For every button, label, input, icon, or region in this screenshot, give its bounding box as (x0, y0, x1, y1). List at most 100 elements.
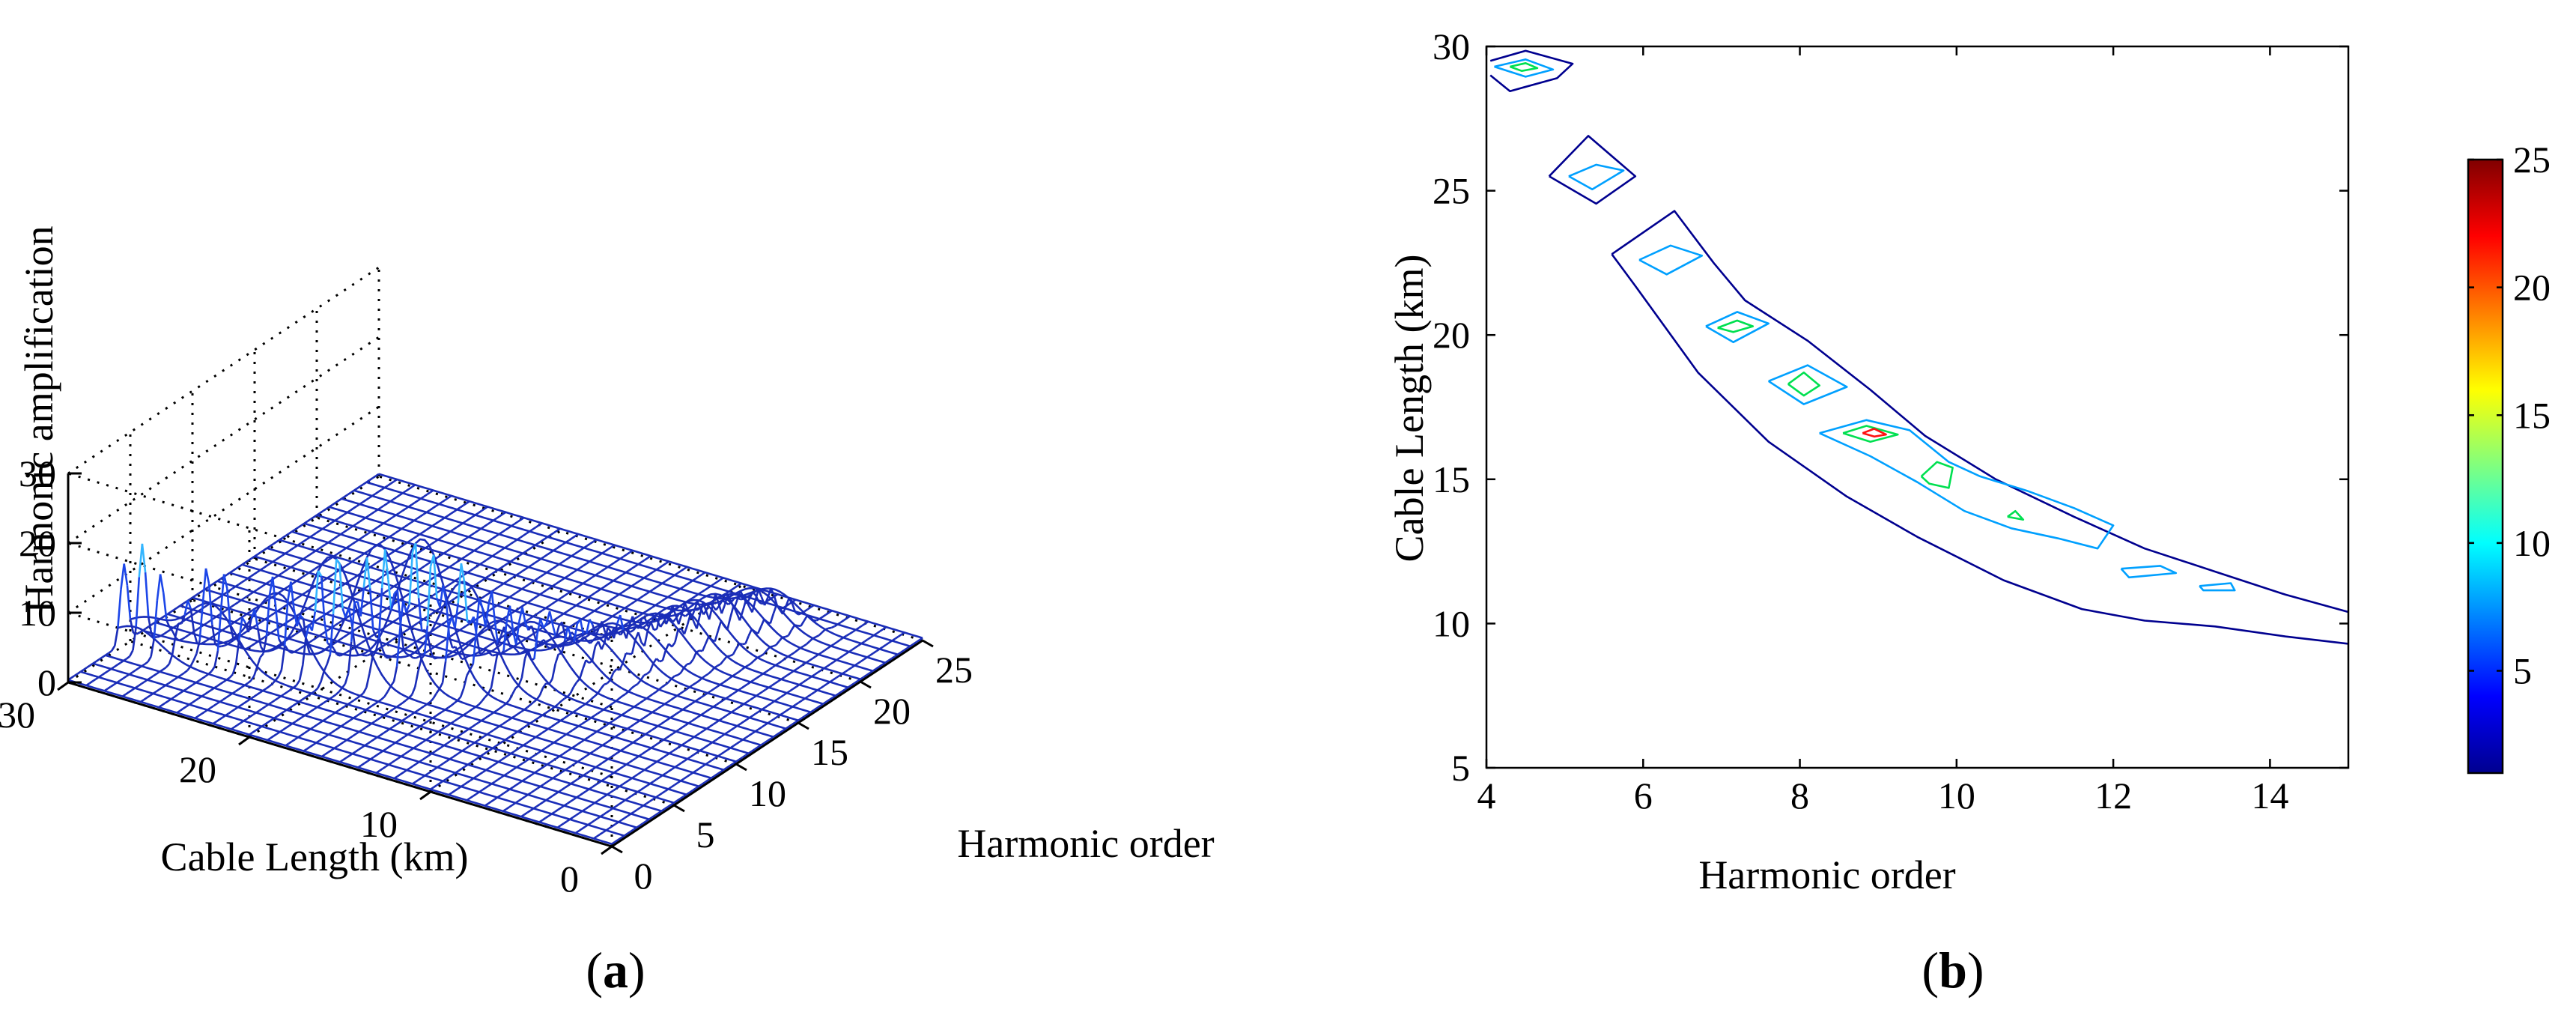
surface-mesh-segment (619, 556, 625, 560)
surface-mesh-segment (407, 713, 413, 718)
grid-line (254, 557, 799, 724)
surface-mesh-segment (416, 620, 422, 625)
surface-mesh-segment (523, 811, 529, 816)
surface-mesh-segment (802, 661, 807, 666)
surface-mesh-segment (247, 679, 252, 685)
grid-line (67, 336, 380, 545)
surface-mesh-segment (786, 690, 791, 694)
surface-mesh-segment (645, 731, 649, 736)
surface-mesh-segment (773, 716, 778, 720)
surface-mesh-segment (243, 718, 248, 722)
x-tick-mark-a (735, 763, 747, 772)
surface-mesh-segment (204, 673, 210, 677)
surface-mesh-segment (461, 643, 467, 647)
surface-mesh-segment (590, 819, 595, 824)
surface-mesh-segment (490, 670, 496, 688)
surface-mesh-segment (651, 814, 656, 819)
surface-mesh-segment (547, 726, 552, 730)
surface-mesh-segment (559, 736, 564, 739)
surface-mesh-segment (709, 706, 714, 710)
surface-mesh-segment (533, 787, 538, 792)
surface-mesh-segment (332, 648, 338, 655)
surface-mesh-segment (558, 561, 563, 566)
surface-mesh-segment (737, 705, 741, 709)
surface-mesh-segment (461, 748, 467, 752)
surface-mesh-segment (455, 560, 460, 564)
surface-mesh-segment (675, 605, 681, 609)
surface-mesh-segment (558, 789, 562, 793)
surface-mesh-segment (365, 706, 370, 711)
surface-mesh-segment (247, 557, 252, 562)
surface-mesh-segment (472, 706, 476, 710)
surface-mesh-segment (696, 615, 701, 629)
surface-mesh-segment (343, 511, 348, 515)
surface-mesh-segment (616, 750, 622, 754)
surface-mesh-segment (489, 729, 494, 733)
surface-mesh-segment (300, 645, 305, 649)
surface-mesh-segment (513, 539, 518, 543)
surface-mesh-segment (694, 593, 699, 598)
surface-mesh-segment (228, 710, 233, 715)
surface-mesh-segment (125, 691, 130, 695)
surface-mesh-segment (410, 686, 416, 695)
surface-mesh-segment (295, 596, 300, 600)
surface-mesh-segment (225, 676, 231, 681)
surface-mesh-segment (505, 699, 511, 705)
surface-mesh-segment (585, 659, 590, 664)
surface-mesh-segment (351, 541, 356, 545)
surface-mesh-segment (477, 527, 482, 532)
surface-mesh-segment (392, 637, 396, 641)
surface-mesh-segment (449, 738, 455, 742)
surface-mesh-segment (431, 628, 437, 632)
surface-mesh-segment (333, 553, 338, 557)
surface-mesh-segment (282, 727, 287, 731)
surface-mesh-segment (321, 754, 326, 757)
surface-mesh-segment (645, 800, 651, 805)
surface-mesh-segment (632, 626, 637, 631)
surface-mesh-segment (361, 535, 366, 539)
surface-mesh-segment (377, 506, 382, 511)
surface-mesh-segment (298, 611, 303, 616)
surface-mesh-segment (393, 566, 398, 570)
surface-mesh-segment (106, 685, 112, 690)
surface-mesh-segment (573, 796, 577, 801)
surface-mesh-segment (277, 695, 282, 700)
surface-mesh-segment (816, 687, 821, 691)
surface-mesh-segment (231, 664, 237, 675)
surface-mesh-segment (683, 775, 688, 780)
surface-mesh-segment (434, 766, 438, 771)
surface-mesh-segment (405, 488, 410, 492)
surface-mesh-segment (672, 730, 677, 735)
surface-mesh-segment (447, 494, 452, 499)
surface-mesh-segment (346, 527, 350, 531)
surface-mesh-segment (302, 574, 307, 578)
surface-mesh-segment (571, 631, 576, 637)
surface-mesh-segment (755, 710, 760, 715)
surface-mesh-segment (357, 554, 362, 559)
surface-mesh-segment (392, 619, 397, 623)
colorbar-tick-label: 10 (2513, 522, 2551, 564)
surface-mesh-segment (700, 694, 705, 698)
surface-mesh-segment (419, 653, 423, 658)
surface-mesh-segment (261, 723, 266, 727)
surface-mesh-segment (735, 643, 741, 649)
surface-mesh-segment (612, 596, 617, 600)
surface-mesh-segment (361, 745, 365, 749)
surface-mesh-segment (383, 503, 388, 506)
surface-mesh-segment (462, 730, 467, 734)
surface-mesh-segment (437, 536, 442, 541)
grid-line (67, 611, 613, 778)
surface-mesh-segment (605, 827, 610, 831)
surface-mesh-segment (256, 569, 261, 573)
surface-mesh-segment (336, 638, 341, 643)
surface-mesh-segment (642, 733, 646, 738)
surface-mesh-segment (399, 600, 404, 628)
contour-line-level-7 (1638, 244, 1704, 276)
surface-mesh-segment (443, 724, 449, 729)
surface-mesh-segment (556, 755, 560, 760)
surface-mesh-segment (113, 664, 118, 668)
surface-mesh-segment (377, 588, 383, 640)
surface-mesh-segment (601, 760, 606, 764)
surface-mesh-segment (675, 746, 680, 751)
surface-mesh-segment (352, 733, 357, 737)
